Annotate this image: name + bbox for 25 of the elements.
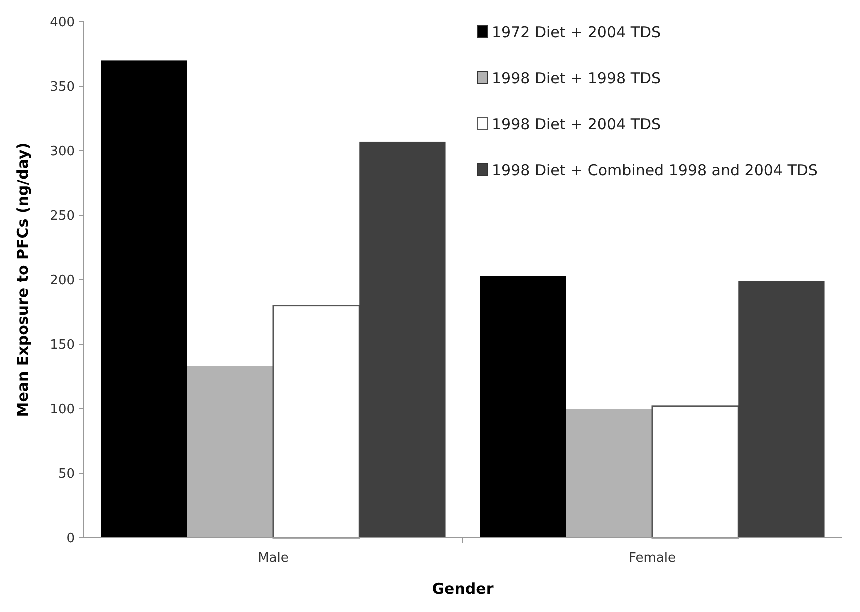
x-axis-title: Gender	[432, 580, 494, 598]
bar	[101, 60, 188, 538]
legend-label: 1998 Diet + 2004 TDS	[492, 115, 662, 134]
y-tick-label: 350	[50, 80, 75, 96]
bar	[360, 142, 446, 538]
y-tick-label: 0	[66, 532, 75, 547]
y-tick-label: 100	[50, 402, 75, 418]
x-tick-label: Male	[258, 551, 289, 566]
y-axis-title: Mean Exposure to PFCs (ng/day)	[14, 142, 32, 418]
bar	[480, 276, 566, 538]
bar	[187, 366, 274, 538]
bar	[652, 406, 740, 539]
y-tick-label: 300	[50, 144, 75, 160]
y-tick-label: 250	[50, 209, 75, 224]
x-tick-label: Female	[628, 551, 676, 566]
legend-label: 1972 Diet + 2004 TDS	[492, 23, 662, 42]
legend-label: 1998 Diet + Combined 1998 and 2004 TDS	[492, 161, 818, 180]
legend-label: 1998 Diet + 1998 TDS	[492, 69, 662, 88]
y-tick-label: 50	[58, 467, 75, 482]
bar	[566, 409, 652, 538]
bar	[272, 305, 360, 539]
bar	[738, 281, 825, 538]
y-tick-label: 200	[50, 274, 75, 289]
y-tick-label: 400	[50, 16, 75, 31]
y-tick-label: 150	[50, 338, 75, 354]
